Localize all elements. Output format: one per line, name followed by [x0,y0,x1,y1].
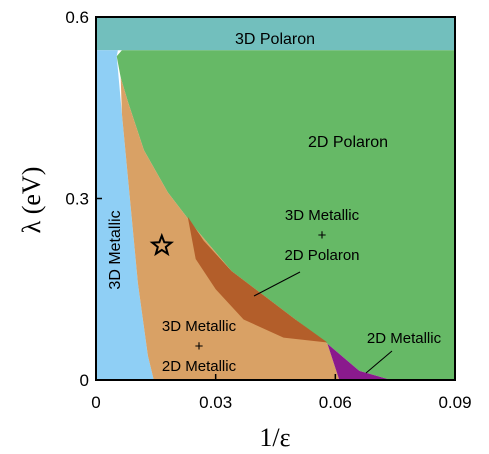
leader-coexist [253,271,301,297]
label-line-3d-metallic-2d-metallic-1: + [195,338,204,355]
label-line-3d-metallic-2d-metallic-0: 3D Metallic [162,318,237,335]
label-line-3d-polaron-0: 3D Polaron [235,31,315,48]
label-3d-metallic: 3D Metallic [107,210,124,289]
label-line-3d-metallic-2d-polaron-0: 3D Metallic [285,207,360,224]
x-tick-label-1: 0.03 [199,393,232,412]
x-axis-title: 1/ε [259,423,290,452]
leader-2d-metallic [365,350,393,374]
label-3d-metallic-2d-polaron: 3D Metallic +2D Polaron [284,207,359,264]
star-marker-layer [149,232,175,257]
region-2d-metallic [327,343,392,380]
label-line-3d-metallic-2d-metallic-2: 2D Metallic [162,358,237,375]
x-tick-label-2: 0.06 [319,393,352,412]
phase-regions [96,17,455,380]
y-tick-label-2: 0.6 [65,8,89,27]
label-3d-polaron: 3D Polaron [235,31,315,48]
label-line-3d-metallic-2d-polaron-1: + [318,227,327,244]
x-tick-label-0: 0 [91,393,100,412]
label-2d-metallic: 2D Metallic [367,330,442,347]
y-tick-label-1: 0.3 [65,190,89,209]
x-tick-label-3: 0.09 [438,393,471,412]
label-3d-metallic-2d-metallic: 3D Metallic +2D Metallic [162,318,237,375]
y-tick-label-0: 0 [80,371,89,390]
star-marker [149,232,175,257]
y-axis-title: λ (eV) [17,167,46,234]
region-3d-metallic-2d-metallic [120,77,340,380]
label-line-3d-metallic-2d-polaron-2: 2D Polaron [284,247,359,264]
label-line-2d-metallic-0: 2D Metallic [367,330,442,347]
region-3d-metallic [96,50,154,380]
region-2d-polaron [116,50,455,380]
region-3d-metallic-2d-polaron [187,216,328,343]
label-line-3d-metallic-0: 3D Metallic [107,210,124,289]
label-line-2d-polaron-0: 2D Polaron [308,134,388,151]
region-3d-polaron [96,17,455,51]
label-2d-polaron: 2D Polaron [308,134,388,151]
axis-ticks: 0 0.03 0.06 0.09 0 0.3 0.6 [65,8,471,412]
